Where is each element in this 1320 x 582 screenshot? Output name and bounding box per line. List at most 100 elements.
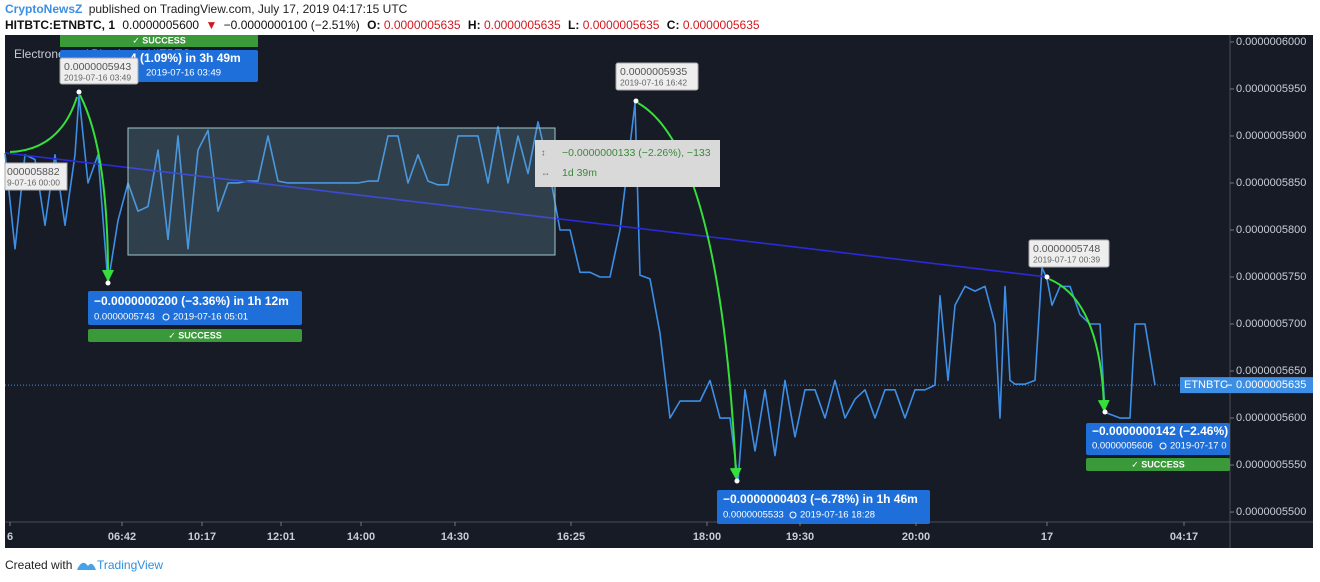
anchor-dot (1044, 274, 1050, 280)
measure-text: −0.0000000403 (−6.78%) in 1h 46m (723, 492, 918, 506)
success-bar (60, 35, 258, 47)
success-bar (1086, 458, 1230, 471)
x-tick-label: 04:17 (1170, 531, 1198, 543)
measure-time: 2019-07-16 05:01 (173, 312, 248, 323)
last-price-value: 0.0000005635 (1236, 379, 1306, 391)
y-tick-label: 0.0000005750 (1236, 271, 1306, 283)
low-label: L: (568, 18, 579, 32)
published: published on TradingView.com, July 17, 2… (89, 2, 408, 16)
anchor-dot (633, 98, 639, 104)
x-tick-label: 12:01 (267, 531, 295, 543)
last-price: 0.0000005600 (122, 18, 199, 32)
y-tick-label: 0.0000005800 (1236, 224, 1306, 236)
measure-time: 2019-07-16 18:28 (800, 510, 875, 521)
success-bar (88, 329, 302, 342)
x-tick-label: 18:00 (693, 531, 721, 543)
callout-time: 2019-07-16 16:42 (620, 77, 687, 87)
success-label: ✓ SUCCESS (168, 330, 222, 340)
x-tick-label: 14:00 (347, 531, 375, 543)
close-label: C: (667, 18, 680, 32)
range-icon: ↔ (541, 167, 550, 177)
range-duration: 1d 39m (562, 167, 597, 179)
range-text: −0.0000000133 (−2.26%), −133 (562, 147, 711, 159)
arrow (1048, 278, 1110, 412)
anchor-dot (1102, 409, 1108, 415)
footer-brand: TradingView (97, 558, 163, 572)
measure-price: 0.0000005533 (723, 510, 784, 521)
success-label: ✓ SUCCESS (1131, 459, 1185, 469)
y-tick-label: 0.0000005550 (1236, 459, 1306, 471)
x-tick-label: 10:17 (188, 531, 216, 543)
clock-icon (789, 511, 797, 519)
header-line-2: HITBTC:ETNBTC, 1 0.0000005600 ▼ −0.00000… (5, 18, 760, 32)
y-tick-label: 0.0000005900 (1236, 130, 1306, 142)
price-callout (615, 62, 699, 91)
direction: ▼ (205, 18, 217, 32)
x-tick-label: 20:00 (902, 531, 930, 543)
callout-time: 2019-07-17 00:39 (1033, 254, 1100, 264)
symbol: HITBTC:ETNBTC, 1 (5, 18, 115, 32)
arrow (637, 102, 742, 480)
high-label: H: (468, 18, 481, 32)
range-label-box (535, 140, 720, 187)
x-tick-label: 19:30 (786, 531, 814, 543)
callout-time: 9-07-16 00:00 (7, 177, 60, 187)
y-tick-label: 0.0000005950 (1236, 83, 1306, 95)
y-tick-label: 0.0000005650 (1236, 365, 1306, 377)
close: 0.0000005635 (683, 18, 760, 32)
range-box (127, 127, 556, 256)
open-label: O: (367, 18, 380, 32)
anchor-dot (76, 89, 82, 95)
callout-price: 000005882 (7, 166, 60, 178)
change: −0.0000000100 (−2.51%) (224, 18, 360, 32)
measure-price: 0.0000005606 (1092, 441, 1153, 452)
arrow (9, 96, 78, 153)
high: 0.0000005635 (484, 18, 561, 32)
low: 0.0000005635 (583, 18, 660, 32)
callout-price: 0.0000005943 (64, 61, 131, 73)
callout-price: 0.0000005748 (1033, 243, 1100, 255)
range-icon: ↕ (541, 147, 546, 157)
clock-icon (162, 313, 170, 321)
price-callout (1028, 239, 1110, 268)
open: 0.0000005635 (384, 18, 461, 32)
measure-text: −0.0000000200 (−3.36%) in 1h 12m (94, 294, 289, 308)
x-tick-label: 16:25 (557, 531, 585, 543)
clock-icon (1159, 442, 1167, 450)
measure-time: 2019-07-17 0 (1170, 441, 1227, 452)
annotations: ✓ SUCCESS 4 (1.09%) in 3h 49m 2019-07-16… (4, 35, 1230, 524)
measure-box (717, 490, 930, 524)
arrow (79, 94, 114, 282)
x-tick-label: 14:30 (441, 531, 469, 543)
y-tick-label: 0.0000005500 (1236, 506, 1306, 518)
x-tick-label: 06:42 (108, 531, 136, 543)
measure-text: 4 (1.09%) in 3h 49m (130, 51, 241, 65)
y-tick-label: 0.0000005850 (1236, 177, 1306, 189)
measure-box (1086, 423, 1230, 455)
brand-logo (77, 562, 96, 570)
callout-price: 0.0000005935 (620, 66, 687, 78)
plot-area (4, 94, 1230, 482)
trend-line (4, 152, 1048, 278)
anchor-dot (105, 280, 111, 286)
price-callout (4, 162, 68, 191)
footer-created: Created with (5, 558, 72, 572)
last-price-tag (1180, 377, 1313, 394)
callout-time: 2019-07-16 03:49 (64, 72, 131, 82)
measure-price: 0.0000005743 (94, 312, 155, 323)
y-tick-label: 0.0000006000 (1236, 36, 1306, 48)
x-tick-label: 6 (7, 531, 13, 543)
x-tick-label: 17 (1041, 531, 1053, 543)
measure-text: −0.0000000142 (−2.46%) (1092, 424, 1228, 438)
anchor-dot (734, 478, 740, 484)
last-price-name: ETNBTC (1184, 379, 1228, 391)
header-line-1: CryptoNewsZ published on TradingView.com… (5, 2, 408, 16)
success-label: ✓ SUCCESS (132, 35, 186, 45)
price-line-series (4, 94, 1156, 482)
measure-time: 2019-07-16 03:49 (146, 68, 221, 79)
author: CryptoNewsZ (5, 2, 82, 16)
y-tick-label: 0.0000005700 (1236, 318, 1306, 330)
price-callout (59, 57, 139, 85)
measure-box (88, 291, 302, 325)
y-tick-label: 0.0000005600 (1236, 412, 1306, 424)
